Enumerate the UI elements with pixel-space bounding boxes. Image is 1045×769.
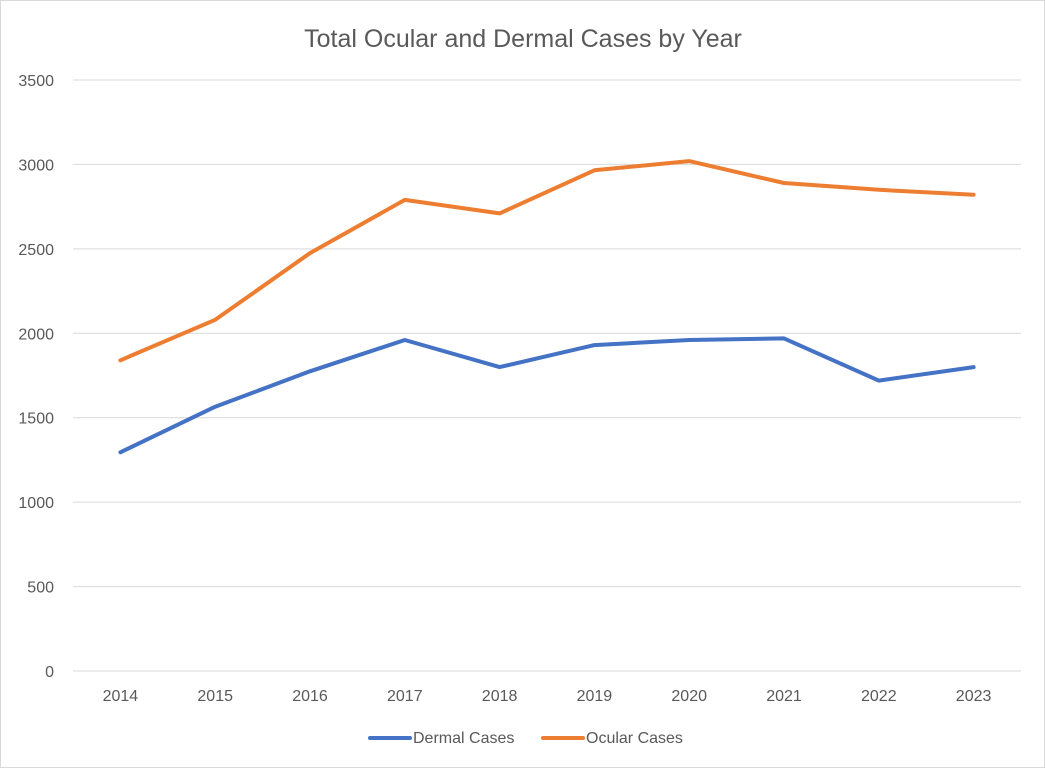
series-line-0 <box>118 336 976 455</box>
x-tick-label: 2022 <box>861 688 897 705</box>
x-axis-tick-labels: 2014 2015 2016 2017 2018 2019 2020 2021 2022 2023 <box>103 688 992 705</box>
x-tick-label: 2023 <box>956 688 992 705</box>
legend: Dermal Cases Ocular Cases <box>368 730 683 747</box>
y-tick-label: 1500 <box>18 411 54 428</box>
y-axis-tick-labels: 0 500 1000 1500 2000 2500 3000 3500 <box>18 73 54 681</box>
y-tick-label: 3500 <box>18 73 54 90</box>
chart-title: Total Ocular and Dermal Cases by Year <box>304 25 742 53</box>
gridlines <box>73 79 1021 672</box>
y-tick-label: 2000 <box>18 326 54 343</box>
y-tick-label: 3000 <box>18 157 54 174</box>
y-tick-label: 2500 <box>18 242 54 259</box>
series-lines <box>118 159 976 455</box>
x-tick-label: 2020 <box>671 688 707 705</box>
x-tick-label: 2015 <box>197 688 233 705</box>
x-tick-label: 2016 <box>292 688 328 705</box>
y-tick-label: 1000 <box>18 495 54 512</box>
x-tick-label: 2017 <box>387 688 423 705</box>
x-tick-label: 2018 <box>482 688 518 705</box>
x-tick-label: 2014 <box>103 688 139 705</box>
x-tick-label: 2019 <box>577 688 613 705</box>
series-line-1 <box>118 159 976 363</box>
legend-label-0: Dermal Cases <box>413 730 514 747</box>
y-tick-label: 500 <box>27 580 54 597</box>
legend-label-1: Ocular Cases <box>586 730 683 747</box>
x-tick-label: 2021 <box>766 688 802 705</box>
y-tick-label: 0 <box>45 664 54 681</box>
